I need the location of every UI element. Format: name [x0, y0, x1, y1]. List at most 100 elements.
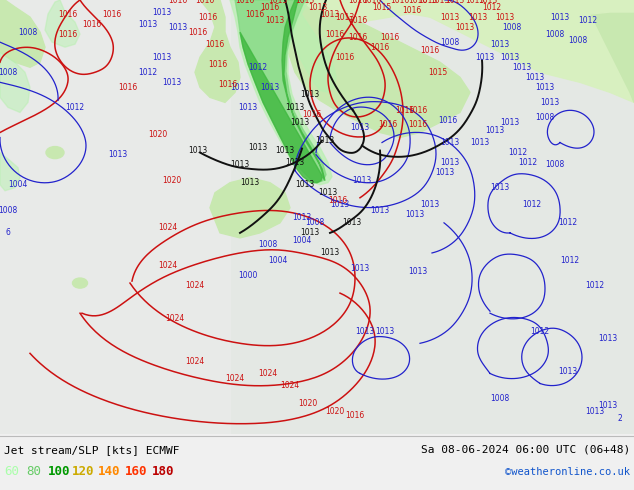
Text: 1012: 1012 [138, 68, 158, 77]
Text: 1013: 1013 [295, 180, 314, 189]
Text: 1012: 1012 [560, 256, 579, 266]
Text: 1013: 1013 [162, 78, 181, 87]
Text: 80: 80 [26, 466, 41, 478]
Text: 1008: 1008 [568, 36, 588, 45]
Text: 1016: 1016 [261, 2, 280, 12]
Text: 1008: 1008 [0, 68, 18, 77]
Text: 1012: 1012 [482, 2, 501, 12]
Text: 1013: 1013 [356, 327, 375, 336]
Text: 1004: 1004 [8, 180, 28, 189]
Text: Sa 08-06-2024 06:00 UTC (06+48): Sa 08-06-2024 06:00 UTC (06+48) [421, 445, 630, 455]
Text: 1016: 1016 [218, 80, 238, 89]
Text: 1013: 1013 [301, 90, 320, 99]
Polygon shape [300, 0, 634, 22]
Text: 1013: 1013 [441, 13, 460, 22]
Text: 1016: 1016 [205, 40, 224, 49]
Text: 1015: 1015 [429, 68, 448, 77]
Text: 1013: 1013 [405, 210, 425, 220]
Text: 1013: 1013 [540, 98, 560, 107]
Text: 1013: 1013 [308, 2, 328, 12]
Text: 1013: 1013 [342, 219, 361, 227]
Text: 1016: 1016 [328, 196, 347, 205]
Text: 1008: 1008 [545, 29, 565, 39]
Text: 1013: 1013 [375, 327, 394, 336]
Text: 1008: 1008 [490, 394, 510, 403]
Polygon shape [580, 0, 634, 102]
Text: 1008: 1008 [18, 27, 37, 37]
Bar [0, 0, 230, 434]
Polygon shape [45, 0, 80, 47]
Text: 1024: 1024 [280, 381, 300, 390]
Text: 1016: 1016 [58, 29, 77, 39]
Text: 1016: 1016 [348, 0, 368, 4]
Ellipse shape [46, 147, 64, 159]
Text: 1016: 1016 [378, 120, 398, 129]
Text: 1013: 1013 [441, 138, 460, 147]
Text: 1008: 1008 [502, 23, 522, 31]
Text: 1013: 1013 [490, 40, 510, 49]
Polygon shape [195, 0, 240, 102]
Text: 1016: 1016 [102, 9, 122, 19]
Text: 1013: 1013 [335, 13, 354, 22]
Text: 1013: 1013 [315, 136, 335, 145]
Text: 1013: 1013 [108, 150, 127, 159]
Text: 1020: 1020 [299, 399, 318, 408]
Text: 6: 6 [6, 228, 10, 237]
Text: 180: 180 [152, 466, 174, 478]
Text: 160: 160 [125, 466, 148, 478]
Text: 1016: 1016 [370, 43, 390, 51]
Text: 1008: 1008 [306, 219, 325, 227]
Text: 1013: 1013 [490, 183, 510, 192]
Text: 1008: 1008 [259, 241, 278, 249]
Text: 1013: 1013 [230, 83, 250, 92]
Text: 1016: 1016 [209, 60, 228, 69]
Text: 1012: 1012 [578, 16, 598, 24]
Text: 1008: 1008 [441, 38, 460, 47]
Text: 1013: 1013 [353, 176, 372, 185]
Text: 1013: 1013 [138, 20, 158, 28]
Text: 1013: 1013 [500, 53, 520, 62]
Text: 1013: 1013 [285, 103, 304, 112]
Text: 1016: 1016 [438, 116, 458, 125]
Text: 1008: 1008 [545, 160, 565, 169]
Text: 1016: 1016 [408, 120, 427, 129]
Text: 1013: 1013 [351, 264, 370, 272]
Text: 1024: 1024 [259, 369, 278, 378]
Text: 1013: 1013 [320, 9, 340, 19]
Text: 1013: 1013 [152, 7, 172, 17]
Text: 1013: 1013 [290, 118, 309, 127]
Text: 1013: 1013 [500, 118, 520, 127]
Text: 1013: 1013 [285, 158, 304, 167]
Text: 1024: 1024 [158, 223, 178, 232]
Text: 1012: 1012 [585, 281, 605, 290]
Text: 1008: 1008 [535, 113, 555, 122]
Text: 1024: 1024 [225, 374, 245, 383]
Text: 1013: 1013 [476, 53, 495, 62]
Text: 1016: 1016 [245, 9, 264, 19]
Text: 1013: 1013 [479, 0, 498, 4]
Polygon shape [0, 0, 45, 67]
Text: 1012: 1012 [249, 63, 268, 72]
Text: 1013: 1013 [445, 0, 465, 4]
Text: 1015: 1015 [372, 2, 392, 12]
Text: 140: 140 [98, 466, 120, 478]
Text: 1024: 1024 [165, 314, 184, 323]
Text: 1013: 1013 [292, 213, 312, 222]
Text: 2: 2 [618, 414, 623, 423]
Text: 1024: 1024 [185, 281, 205, 290]
Text: 1012: 1012 [65, 103, 84, 112]
Text: 1004: 1004 [292, 236, 312, 245]
Text: 1013: 1013 [301, 228, 320, 237]
Text: 1013: 1013 [268, 0, 288, 4]
Text: Jet stream/SLP [kts] ECMWF: Jet stream/SLP [kts] ECMWF [4, 445, 179, 455]
Text: 1013: 1013 [598, 401, 618, 410]
Text: 1020: 1020 [148, 130, 167, 139]
Text: 1013: 1013 [486, 126, 505, 135]
Text: 1013: 1013 [441, 158, 460, 167]
Text: 1016: 1016 [403, 5, 422, 15]
Text: 1000: 1000 [238, 270, 257, 280]
Text: 1016: 1016 [420, 46, 439, 55]
Text: 1013: 1013 [249, 143, 268, 152]
Text: 1020: 1020 [162, 176, 181, 185]
Text: 1013: 1013 [408, 267, 427, 275]
